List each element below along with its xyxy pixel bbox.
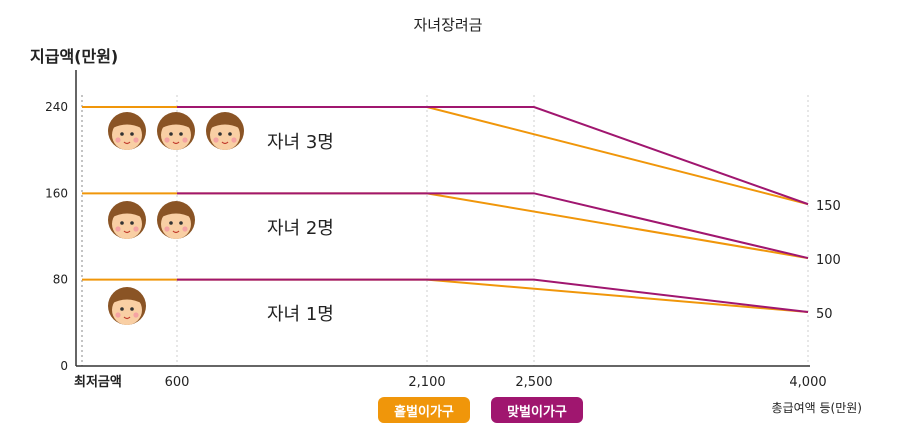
x-tick-label: 600	[165, 375, 190, 390]
eye	[120, 307, 124, 311]
cheek	[133, 226, 139, 232]
eye	[130, 307, 134, 311]
eye	[228, 132, 232, 136]
face	[210, 120, 240, 150]
chart-title: 자녀장려금	[413, 16, 482, 34]
cheek	[182, 137, 188, 143]
series-line	[177, 192, 809, 260]
series-line	[177, 278, 809, 314]
axes	[75, 70, 810, 367]
face	[112, 209, 142, 239]
y-tick-label: 0	[60, 359, 68, 373]
right-tick-label: 150	[816, 199, 841, 214]
y-tick-labels: 0 80 160 240	[45, 100, 68, 373]
x-axis-label: 총급여액 등(만원)	[772, 401, 862, 415]
child-face-icon	[108, 287, 146, 325]
y-tick-label: 160	[45, 186, 68, 200]
right-tick-labels: 150 100 50	[816, 199, 841, 322]
bangs	[111, 208, 143, 218]
bangs	[111, 119, 143, 129]
bangs	[209, 119, 241, 129]
x-tick-label: 2,500	[515, 375, 552, 390]
cheek	[115, 312, 121, 318]
x-tick-label: 4,000	[789, 375, 826, 390]
legend-dual-income: 맞벌이가구	[491, 397, 583, 423]
y-tick-label: 80	[53, 273, 68, 287]
mouth	[123, 230, 131, 234]
eye	[169, 221, 173, 225]
eye	[130, 132, 134, 136]
child-faces	[108, 112, 244, 325]
child-face-icon	[157, 112, 195, 150]
x-tick-labels: 최저금액 600 2,100 2,500 4,000	[74, 375, 827, 390]
cheek	[164, 226, 170, 232]
child-face-icon	[157, 201, 195, 239]
right-tick-label: 100	[816, 253, 841, 268]
x-tick-label: 최저금액	[74, 375, 122, 390]
right-tick-label: 50	[816, 307, 833, 322]
cheek	[213, 137, 219, 143]
legend-single-income: 홑벌이가구	[378, 397, 470, 423]
bangs	[111, 294, 143, 304]
x-tick-label: 2,100	[408, 375, 445, 390]
eye	[179, 221, 183, 225]
y-axis-label: 지급액(만원)	[30, 47, 118, 66]
cheek	[133, 312, 139, 318]
eye	[179, 132, 183, 136]
face	[112, 120, 142, 150]
bangs	[160, 119, 192, 129]
group-label: 자녀 1명	[267, 304, 334, 325]
mouth	[123, 316, 131, 320]
child-face-icon	[206, 112, 244, 150]
face	[112, 295, 142, 325]
eye	[218, 132, 222, 136]
mouth	[172, 230, 180, 234]
cheek	[115, 226, 121, 232]
y-tick-label: 240	[45, 100, 68, 114]
eye	[130, 221, 134, 225]
mouth	[123, 141, 131, 145]
child-face-icon	[108, 112, 146, 150]
series-line	[177, 106, 809, 206]
eye	[120, 132, 124, 136]
face	[161, 209, 191, 239]
cheek	[164, 137, 170, 143]
series-lines	[82, 106, 809, 314]
cheek	[182, 226, 188, 232]
mouth	[221, 141, 229, 145]
cheek	[115, 137, 121, 143]
eye	[120, 221, 124, 225]
eye	[169, 132, 173, 136]
group-label: 자녀 2명	[267, 218, 334, 239]
group-label: 자녀 3명	[267, 132, 334, 153]
mouth	[172, 141, 180, 145]
face	[161, 120, 191, 150]
child-face-icon	[108, 201, 146, 239]
cheek	[231, 137, 237, 143]
series-line	[82, 278, 809, 314]
cheek	[133, 137, 139, 143]
bangs	[160, 208, 192, 218]
